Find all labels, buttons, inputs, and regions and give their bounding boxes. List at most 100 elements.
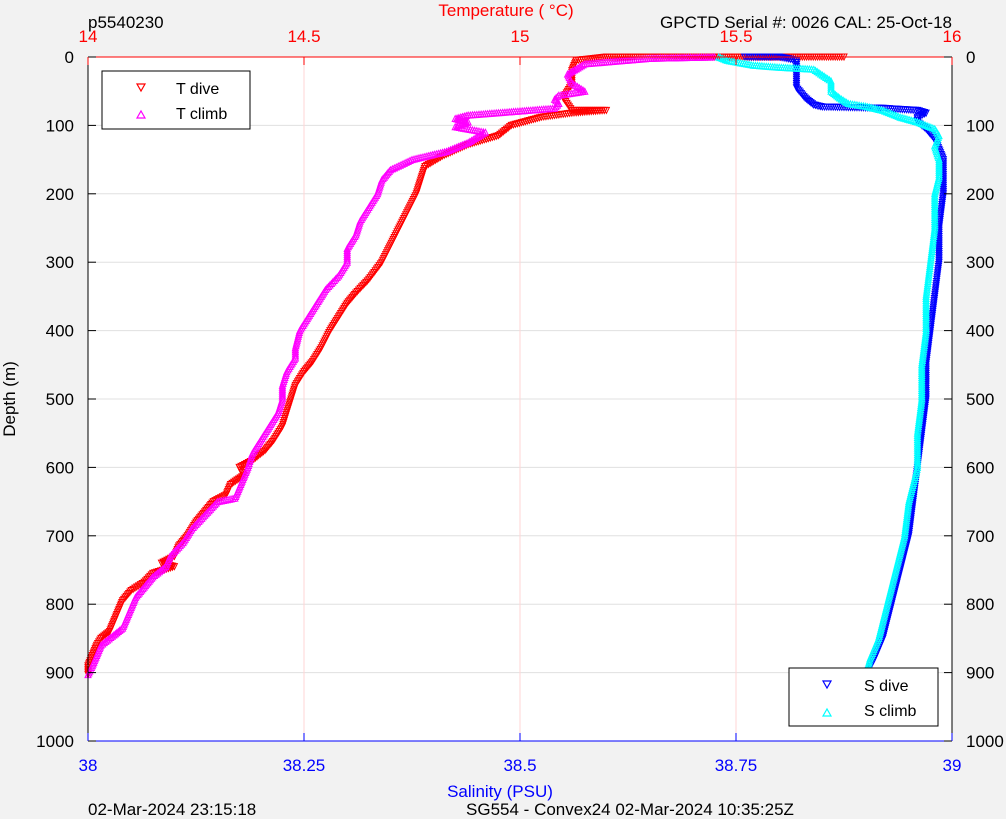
data-point: [930, 292, 939, 301]
data-point: [170, 547, 179, 556]
data-point: [929, 301, 938, 310]
data-point: [939, 181, 948, 190]
data-point: [100, 638, 109, 647]
data-point: [792, 61, 801, 69]
data-point: [575, 62, 584, 71]
data-point: [343, 254, 352, 262]
data-point: [573, 82, 582, 91]
data-point: [479, 129, 488, 137]
data-point: [108, 632, 117, 640]
data-point: [935, 220, 944, 228]
legend-label-t-climb: T climb: [176, 106, 227, 123]
data-point: [792, 73, 801, 82]
data-point: [882, 107, 891, 116]
data-point: [213, 497, 222, 506]
temperature-axis-label: Temperature ( °C): [438, 1, 573, 20]
data-point: [827, 87, 835, 95]
data-point: [879, 106, 887, 114]
data-point: [927, 316, 936, 325]
data-point: [928, 310, 937, 318]
data-point: [939, 177, 948, 186]
data-point: [932, 277, 941, 286]
data-point: [333, 273, 341, 281]
data-point: [923, 121, 931, 130]
data-point: [110, 630, 118, 639]
header-right: GPCTD Serial #: 0026 CAL: 25-Oct-18: [660, 13, 952, 32]
data-point: [935, 233, 943, 241]
data-point: [400, 159, 408, 167]
data-point: [571, 81, 580, 89]
data-point: [929, 305, 937, 314]
depth-tick-label-left: 1000: [36, 732, 74, 751]
data-point: [933, 275, 941, 284]
data-point: [930, 297, 938, 305]
data-point: [402, 158, 410, 166]
data-point: [909, 116, 918, 125]
depth-tick-label-right: 900: [966, 664, 994, 683]
data-point: [209, 502, 218, 510]
depth-tick-label-right: 200: [966, 185, 994, 204]
data-point: [913, 459, 922, 467]
salinity-legend-box: [788, 667, 939, 727]
depth-tick-label-left: 700: [46, 527, 74, 546]
data-point: [933, 271, 942, 280]
data-point: [202, 509, 210, 518]
data-point: [935, 237, 943, 245]
temperature-tick-label: 16: [943, 27, 962, 46]
data-point: [117, 625, 125, 633]
data-point: [444, 146, 453, 155]
data-point: [921, 120, 929, 129]
data-point: [568, 78, 576, 87]
legend-marker-s-climb: [821, 707, 833, 717]
data-point: [471, 134, 479, 142]
data-point: [922, 324, 930, 332]
data-point: [818, 71, 827, 79]
data-point: [927, 320, 936, 329]
data-point: [330, 276, 339, 284]
data-point: [467, 136, 476, 144]
data-point: [927, 322, 935, 331]
data-point: [904, 115, 912, 123]
data-point: [103, 635, 112, 644]
depth-tick-label-left: 300: [46, 253, 74, 272]
data-point: [212, 499, 220, 507]
salinity-tick-label: 38.25: [283, 756, 326, 775]
series-layer: [84, 52, 948, 681]
data-point: [896, 113, 904, 121]
data-point: [931, 284, 940, 292]
data-point: [898, 113, 906, 122]
data-point: [173, 544, 182, 553]
data-point: [555, 99, 563, 108]
data-point: [815, 68, 823, 77]
data-point: [553, 100, 562, 109]
data-point: [837, 95, 846, 103]
data-point: [842, 98, 851, 106]
data-point: [327, 279, 336, 287]
data-point: [937, 209, 945, 218]
depth-tick-label-left: 600: [46, 458, 74, 477]
data-point: [157, 566, 165, 574]
legend-marker-s-dive: [821, 680, 833, 690]
data-point: [462, 139, 471, 147]
data-point: [550, 95, 559, 103]
data-point: [552, 102, 560, 111]
data-point: [452, 143, 461, 151]
data-point: [448, 144, 457, 153]
data-point: [828, 88, 837, 96]
data-point: [114, 627, 123, 636]
temperature-legend-box: [101, 70, 251, 130]
data-point: [880, 106, 889, 115]
data-point: [935, 230, 943, 239]
footer-left: 02-Mar-2024 23:15:18: [88, 800, 256, 819]
data-point: [553, 98, 562, 106]
depth-tick-label-right: 300: [966, 253, 994, 272]
salinity-tick-label: 38: [79, 756, 98, 775]
data-point: [931, 290, 939, 299]
temperature-tick-label: 15.5: [719, 27, 752, 46]
data-point: [835, 93, 844, 102]
legend-label-s-dive: S dive: [864, 678, 909, 695]
data-point: [153, 568, 162, 577]
data-point: [935, 168, 943, 176]
salinity-tick-label: 38.75: [715, 756, 758, 775]
data-point: [929, 307, 937, 316]
